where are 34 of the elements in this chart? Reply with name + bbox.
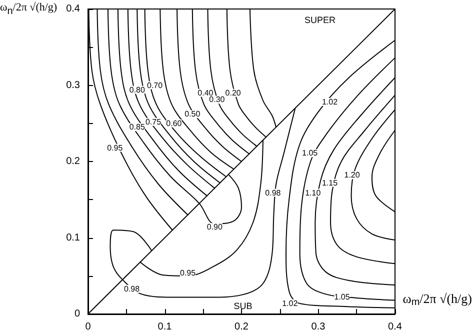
annotation: SUB: [234, 301, 252, 311]
y-tick-label: 0.2: [66, 156, 80, 167]
y-tick-label: 0.1: [66, 232, 80, 244]
annotation: 0.95: [107, 143, 124, 152]
annotation: 0.60: [166, 118, 182, 128]
annotation: 1.10: [305, 188, 322, 198]
annotation: 0.90: [206, 222, 223, 232]
annotation: 0.98: [265, 188, 282, 198]
y-tick-label: 0.4: [66, 4, 80, 14]
annotation: 0.85: [129, 122, 146, 132]
y-tick-label: 0: [74, 308, 80, 320]
annotation: 1.15: [322, 178, 338, 188]
y-axis-title: ωn/2π √(h/g): [0, 2, 58, 17]
x-tick-label: 0: [85, 322, 92, 332]
x-tick-label: 0.1: [158, 322, 172, 332]
y-tick-label: 0.3: [66, 80, 80, 91]
annotation: 0.70: [146, 80, 164, 90]
annotation: 1.20: [344, 170, 360, 180]
x-tick-label: 0.4: [388, 322, 402, 332]
annotation: 0.98: [124, 284, 140, 294]
annotation: 1.05: [302, 148, 318, 158]
annotation: 0.40: [198, 88, 214, 98]
annotation: 1.02: [282, 298, 298, 308]
annotation: 1.02: [322, 98, 338, 107]
annotation: 0.80: [129, 85, 146, 94]
annotation: 0.50: [184, 110, 201, 119]
annotation: 0.95: [180, 268, 196, 278]
annotation: SUPER: [304, 15, 336, 25]
annotation: 0.30: [209, 95, 226, 104]
x-tick-label: 0.3: [311, 322, 326, 332]
x-tick-label: 0.2: [234, 322, 249, 332]
annotation: 1.05: [334, 292, 350, 302]
annotation: 0.75: [145, 117, 162, 126]
annotation: 0.20: [225, 88, 242, 98]
